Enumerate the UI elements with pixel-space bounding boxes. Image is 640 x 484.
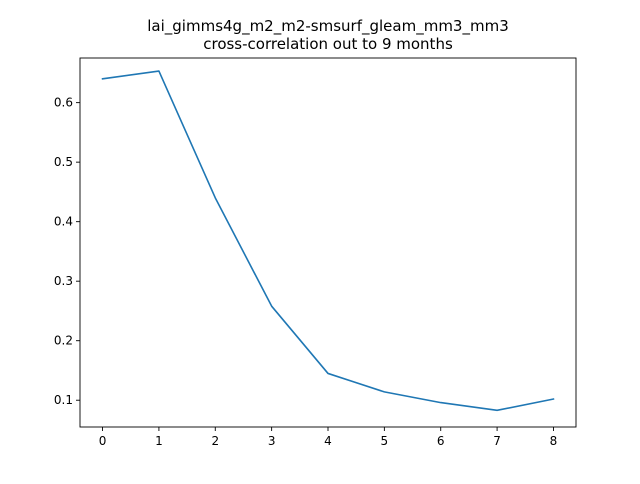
y-tick-label: 0.6 xyxy=(54,96,73,110)
x-tick-label: 1 xyxy=(155,434,163,448)
x-tick-label: 3 xyxy=(268,434,276,448)
x-tick-label: 6 xyxy=(437,434,445,448)
y-tick-label: 0.2 xyxy=(54,334,73,348)
x-tick-label: 2 xyxy=(211,434,219,448)
x-tick-label: 7 xyxy=(493,434,501,448)
x-tick-label: 0 xyxy=(99,434,107,448)
y-tick-label: 0.4 xyxy=(54,215,73,229)
chart-title-line-1: lai_gimms4g_m2_m2-smsurf_gleam_mm3_mm3 xyxy=(147,17,509,36)
chart-title-line-2: cross-correlation out to 9 months xyxy=(203,35,453,53)
x-tick-label: 8 xyxy=(550,434,558,448)
y-tick-label: 0.1 xyxy=(54,393,73,407)
x-tick-label: 5 xyxy=(381,434,389,448)
y-tick-label: 0.5 xyxy=(54,155,73,169)
series-line xyxy=(101,70,555,412)
x-tick-label: 4 xyxy=(324,434,332,448)
y-tick-label: 0.3 xyxy=(54,274,73,288)
plot-area: 0 1 2 3 4 5 6 7 8 0.1 0.2 0.3 0.4 0.5 0.6 xyxy=(54,57,577,448)
